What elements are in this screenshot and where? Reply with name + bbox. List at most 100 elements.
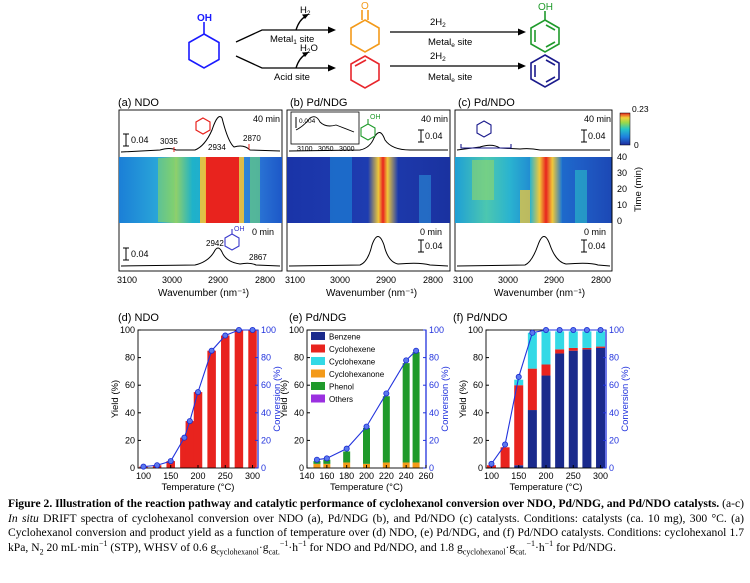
y-tick-label: 80 — [294, 353, 304, 363]
y2-tick-label: 0 — [429, 463, 434, 473]
heatmap-c — [455, 157, 612, 223]
bar — [323, 459, 331, 464]
bar — [166, 461, 175, 468]
legend-label: Cyclohexane — [329, 358, 376, 367]
y-tick-label: 100 — [120, 325, 135, 335]
conversion-point — [543, 326, 550, 333]
caption-part: (a-c) — [722, 497, 744, 510]
phenol-molecule — [530, 11, 560, 53]
caption-sub: cat. — [268, 547, 280, 557]
b-scale-bottom: 0.04 — [425, 241, 443, 251]
colorbar-max: 0.23 — [632, 104, 649, 114]
bar — [555, 349, 565, 354]
c-scale-top: 0.04 — [588, 131, 606, 141]
x-tick-label: 200 — [538, 471, 553, 481]
legend-swatch — [311, 382, 325, 390]
y2-tick-label: 100 — [261, 325, 276, 335]
time-axis: 40 30 20 10 0 Time (min) — [611, 152, 644, 226]
c-xtick-2800: 2800 — [591, 275, 611, 285]
caption-sup: −1 — [544, 538, 554, 548]
x-tick-label: 180 — [339, 471, 354, 481]
caption-sub: cyclohexanol — [462, 547, 506, 557]
y-tick-label: 40 — [473, 408, 483, 418]
phenol-oh-label: OH — [538, 2, 553, 13]
y2-tick-label: 80 — [609, 353, 619, 363]
b-top-time: 40 min — [421, 114, 448, 124]
x-axis-label: Temperature (°C) — [510, 482, 583, 493]
inset-tick-3050: 3050 — [318, 146, 334, 153]
bar — [568, 347, 578, 351]
bar — [541, 331, 551, 365]
chart-e-title: (e) Pd/NDG — [289, 312, 346, 324]
metal1-site-label: Metal1 site — [270, 34, 314, 46]
conversion-point — [488, 460, 495, 467]
bar — [555, 353, 565, 468]
c-xtick-2900: 2900 — [544, 275, 564, 285]
b-scale-top: 0.04 — [425, 131, 443, 141]
c-xtick-3000: 3000 — [498, 275, 518, 285]
bar — [596, 346, 606, 348]
caption-sup: −1 — [526, 538, 535, 548]
bar — [514, 385, 524, 466]
metal-e-label-bottom: Metale site — [428, 72, 472, 84]
peak-2870: 2870 — [243, 134, 261, 143]
conversion-point — [413, 347, 420, 354]
bar — [541, 375, 551, 468]
bar — [541, 364, 551, 376]
bar — [343, 451, 351, 463]
c-bottom-time: 0 min — [584, 227, 606, 237]
peak-2867: 2867 — [249, 253, 267, 262]
y2-tick-label: 80 — [429, 353, 439, 363]
bar — [221, 335, 230, 468]
conversion-point — [194, 389, 201, 396]
inset-tick-3000: 3000 — [339, 146, 355, 153]
caption-italic: In situ — [8, 511, 39, 525]
x-tick-label: 100 — [484, 471, 499, 481]
x-tick-label: 300 — [245, 471, 260, 481]
x-tick-label: 200 — [359, 471, 374, 481]
y-tick-label: 0 — [299, 463, 304, 473]
chart-f: 0 0 20 20 40 40 60 60 80 80 100 100 100 150 200 250 300 T… — [458, 325, 631, 493]
y2-tick-label: 100 — [609, 325, 624, 335]
reaction-scheme: OH H2 H2O Metal1 site Acid site O — [188, 1, 560, 89]
colorbar-min: 0 — [634, 140, 639, 150]
conversion-point — [235, 326, 242, 333]
arrow-heads — [302, 14, 526, 72]
cyclohexanol-inset-oh: OH — [234, 226, 245, 233]
conversion-point — [208, 347, 215, 354]
bar — [363, 427, 370, 464]
b-xtick-3100: 3100 — [285, 275, 305, 285]
y2-axis-label: Conversion (%) — [620, 366, 631, 431]
y2-tick-label: 20 — [261, 435, 271, 445]
time-tick-0: 0 — [617, 216, 622, 226]
figure-caption: Figure 2. Illustration of the reaction p… — [8, 497, 744, 557]
y2-tick-label: 100 — [429, 325, 444, 335]
y-axis-label: Yield (%) — [279, 380, 290, 418]
bar — [568, 350, 578, 468]
scale-bars — [123, 129, 587, 261]
bar — [527, 332, 537, 369]
legend-swatch — [311, 344, 325, 353]
cyclohexanone-molecule — [350, 10, 380, 53]
peak-3035: 3035 — [160, 137, 178, 146]
conversion-point — [529, 329, 536, 336]
conversion-point — [154, 462, 161, 469]
b-xtick-2900: 2900 — [376, 275, 396, 285]
conversion-point — [556, 326, 563, 333]
caption-sub: cyclohexanol — [216, 547, 259, 557]
conversion-point — [181, 434, 188, 441]
x-tick-label: 260 — [418, 471, 433, 481]
caption-part: for Pd/NDG. — [556, 540, 616, 554]
conversion-point — [383, 390, 390, 397]
b-bottom-time: 0 min — [420, 227, 442, 237]
caption-sup: −1 — [298, 538, 307, 548]
benzene-inset-icon — [460, 120, 512, 149]
legend-label: Benzene — [329, 333, 361, 342]
caption-sub: cat. — [515, 547, 527, 557]
heatmap-b — [287, 157, 450, 223]
bar — [180, 437, 189, 468]
phenol-inset-icon — [360, 119, 376, 141]
y2-axis-label: Conversion (%) — [440, 366, 451, 431]
caption-part: ·g — [505, 540, 516, 554]
y2-tick-label: 20 — [609, 435, 619, 445]
